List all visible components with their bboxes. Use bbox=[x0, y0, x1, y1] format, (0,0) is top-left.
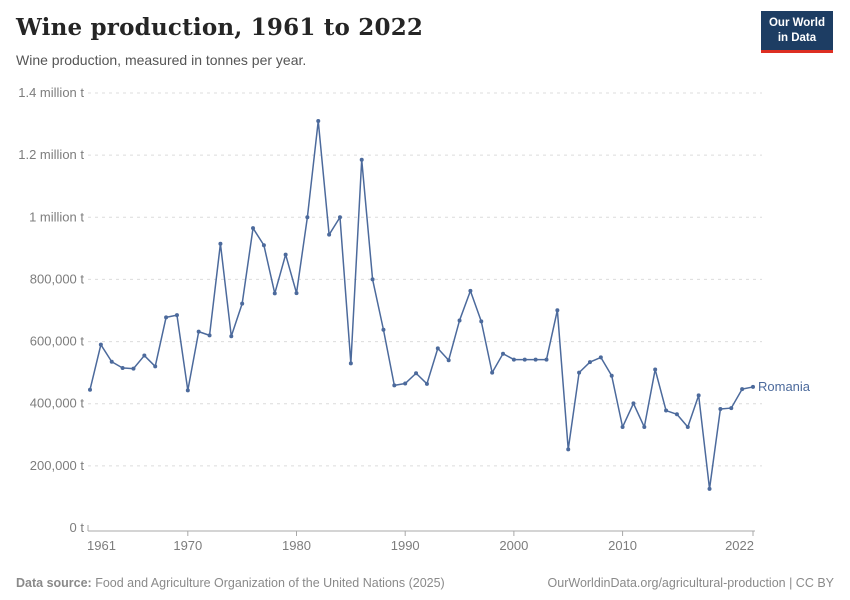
data-point[interactable] bbox=[196, 329, 201, 334]
data-point[interactable] bbox=[707, 486, 712, 491]
data-point[interactable] bbox=[490, 370, 495, 375]
data-point[interactable] bbox=[631, 401, 636, 406]
data-point[interactable] bbox=[261, 243, 266, 248]
data-point[interactable] bbox=[98, 342, 103, 347]
owid-logo-line1: Our World bbox=[768, 17, 825, 29]
data-point[interactable] bbox=[283, 252, 288, 257]
data-point[interactable] bbox=[272, 291, 277, 296]
data-point[interactable] bbox=[468, 288, 473, 293]
data-point[interactable] bbox=[207, 333, 212, 338]
data-point[interactable] bbox=[348, 361, 353, 366]
data-point[interactable] bbox=[642, 425, 647, 430]
data-point[interactable] bbox=[403, 381, 408, 386]
page-title: Wine production, 1961 to 2022 bbox=[16, 14, 424, 41]
data-point[interactable] bbox=[446, 358, 451, 363]
data-point[interactable] bbox=[653, 367, 658, 372]
x-tick-label: 1970 bbox=[173, 538, 202, 553]
data-point[interactable] bbox=[522, 357, 527, 362]
x-tick-label: 2010 bbox=[608, 538, 637, 553]
data-point[interactable] bbox=[305, 215, 310, 220]
data-point[interactable] bbox=[533, 357, 538, 362]
data-point[interactable] bbox=[511, 357, 516, 362]
data-point[interactable] bbox=[718, 406, 723, 411]
data-point[interactable] bbox=[88, 387, 92, 392]
data-point[interactable] bbox=[424, 381, 429, 386]
data-point[interactable] bbox=[435, 346, 440, 351]
data-point[interactable] bbox=[131, 366, 136, 371]
data-point[interactable] bbox=[674, 412, 679, 417]
data-point[interactable] bbox=[566, 447, 571, 452]
data-point[interactable] bbox=[740, 387, 745, 392]
data-point[interactable] bbox=[479, 319, 484, 324]
data-point[interactable] bbox=[577, 370, 582, 375]
data-point[interactable] bbox=[240, 301, 245, 306]
data-point[interactable] bbox=[229, 334, 234, 339]
data-point[interactable] bbox=[620, 425, 625, 430]
owid-logo[interactable]: Our World in Data bbox=[760, 11, 833, 53]
data-point[interactable] bbox=[218, 241, 223, 246]
y-tick-label: 1.4 million t bbox=[18, 85, 84, 100]
y-tick-label: 800,000 t bbox=[30, 271, 85, 286]
data-source-text: Food and Agriculture Organization of the… bbox=[91, 576, 445, 590]
x-tick-label: 2022 bbox=[725, 538, 754, 553]
data-point[interactable] bbox=[251, 226, 256, 231]
data-point[interactable] bbox=[337, 215, 342, 220]
x-tick-label: 1961 bbox=[87, 538, 116, 553]
y-tick-label: 400,000 t bbox=[30, 396, 85, 411]
data-point[interactable] bbox=[316, 118, 321, 123]
data-point[interactable] bbox=[185, 388, 190, 393]
data-point[interactable] bbox=[598, 355, 603, 360]
data-point[interactable] bbox=[414, 371, 419, 376]
data-point[interactable] bbox=[664, 408, 669, 413]
data-point[interactable] bbox=[729, 406, 734, 411]
x-tick-label: 1980 bbox=[282, 538, 311, 553]
chart-footer: Data source: Food and Agriculture Organi… bbox=[0, 576, 850, 590]
y-tick-label: 0 t bbox=[70, 520, 85, 535]
data-point[interactable] bbox=[751, 384, 755, 389]
data-point[interactable] bbox=[392, 383, 397, 388]
data-point[interactable] bbox=[153, 364, 158, 369]
data-point[interactable] bbox=[555, 308, 560, 313]
data-point[interactable] bbox=[327, 232, 332, 237]
chart-subtitle: Wine production, measured in tonnes per … bbox=[16, 52, 307, 68]
y-tick-label: 1.2 million t bbox=[18, 147, 84, 162]
data-point[interactable] bbox=[174, 313, 179, 318]
data-point[interactable] bbox=[359, 157, 364, 162]
data-point[interactable] bbox=[587, 360, 592, 365]
data-point[interactable] bbox=[609, 373, 614, 378]
x-tick-label: 1990 bbox=[391, 538, 420, 553]
data-point[interactable] bbox=[120, 365, 125, 370]
owid-license-link[interactable]: OurWorldinData.org/agricultural-producti… bbox=[547, 576, 834, 590]
data-point[interactable] bbox=[370, 277, 375, 282]
data-point[interactable] bbox=[457, 318, 462, 323]
owid-logo-line2: in Data bbox=[777, 31, 817, 44]
data-point[interactable] bbox=[142, 353, 147, 358]
y-tick-label: 200,000 t bbox=[30, 458, 85, 473]
data-point[interactable] bbox=[544, 357, 549, 362]
series-line[interactable] bbox=[89, 120, 754, 490]
data-point[interactable] bbox=[685, 425, 690, 430]
data-point[interactable] bbox=[381, 327, 386, 332]
x-tick-label: 2000 bbox=[499, 538, 528, 553]
series-entity-label[interactable]: Romania bbox=[758, 379, 811, 394]
data-point[interactable] bbox=[696, 393, 701, 398]
y-tick-label: 1 million t bbox=[29, 209, 84, 224]
data-point[interactable] bbox=[501, 351, 506, 356]
y-tick-label: 600,000 t bbox=[30, 334, 85, 349]
data-point[interactable] bbox=[164, 315, 169, 320]
data-point[interactable] bbox=[109, 359, 114, 364]
data-point[interactable] bbox=[294, 291, 299, 296]
data-source-note: Data source: Food and Agriculture Organi… bbox=[16, 576, 445, 590]
data-source-label: Data source: bbox=[16, 576, 92, 590]
